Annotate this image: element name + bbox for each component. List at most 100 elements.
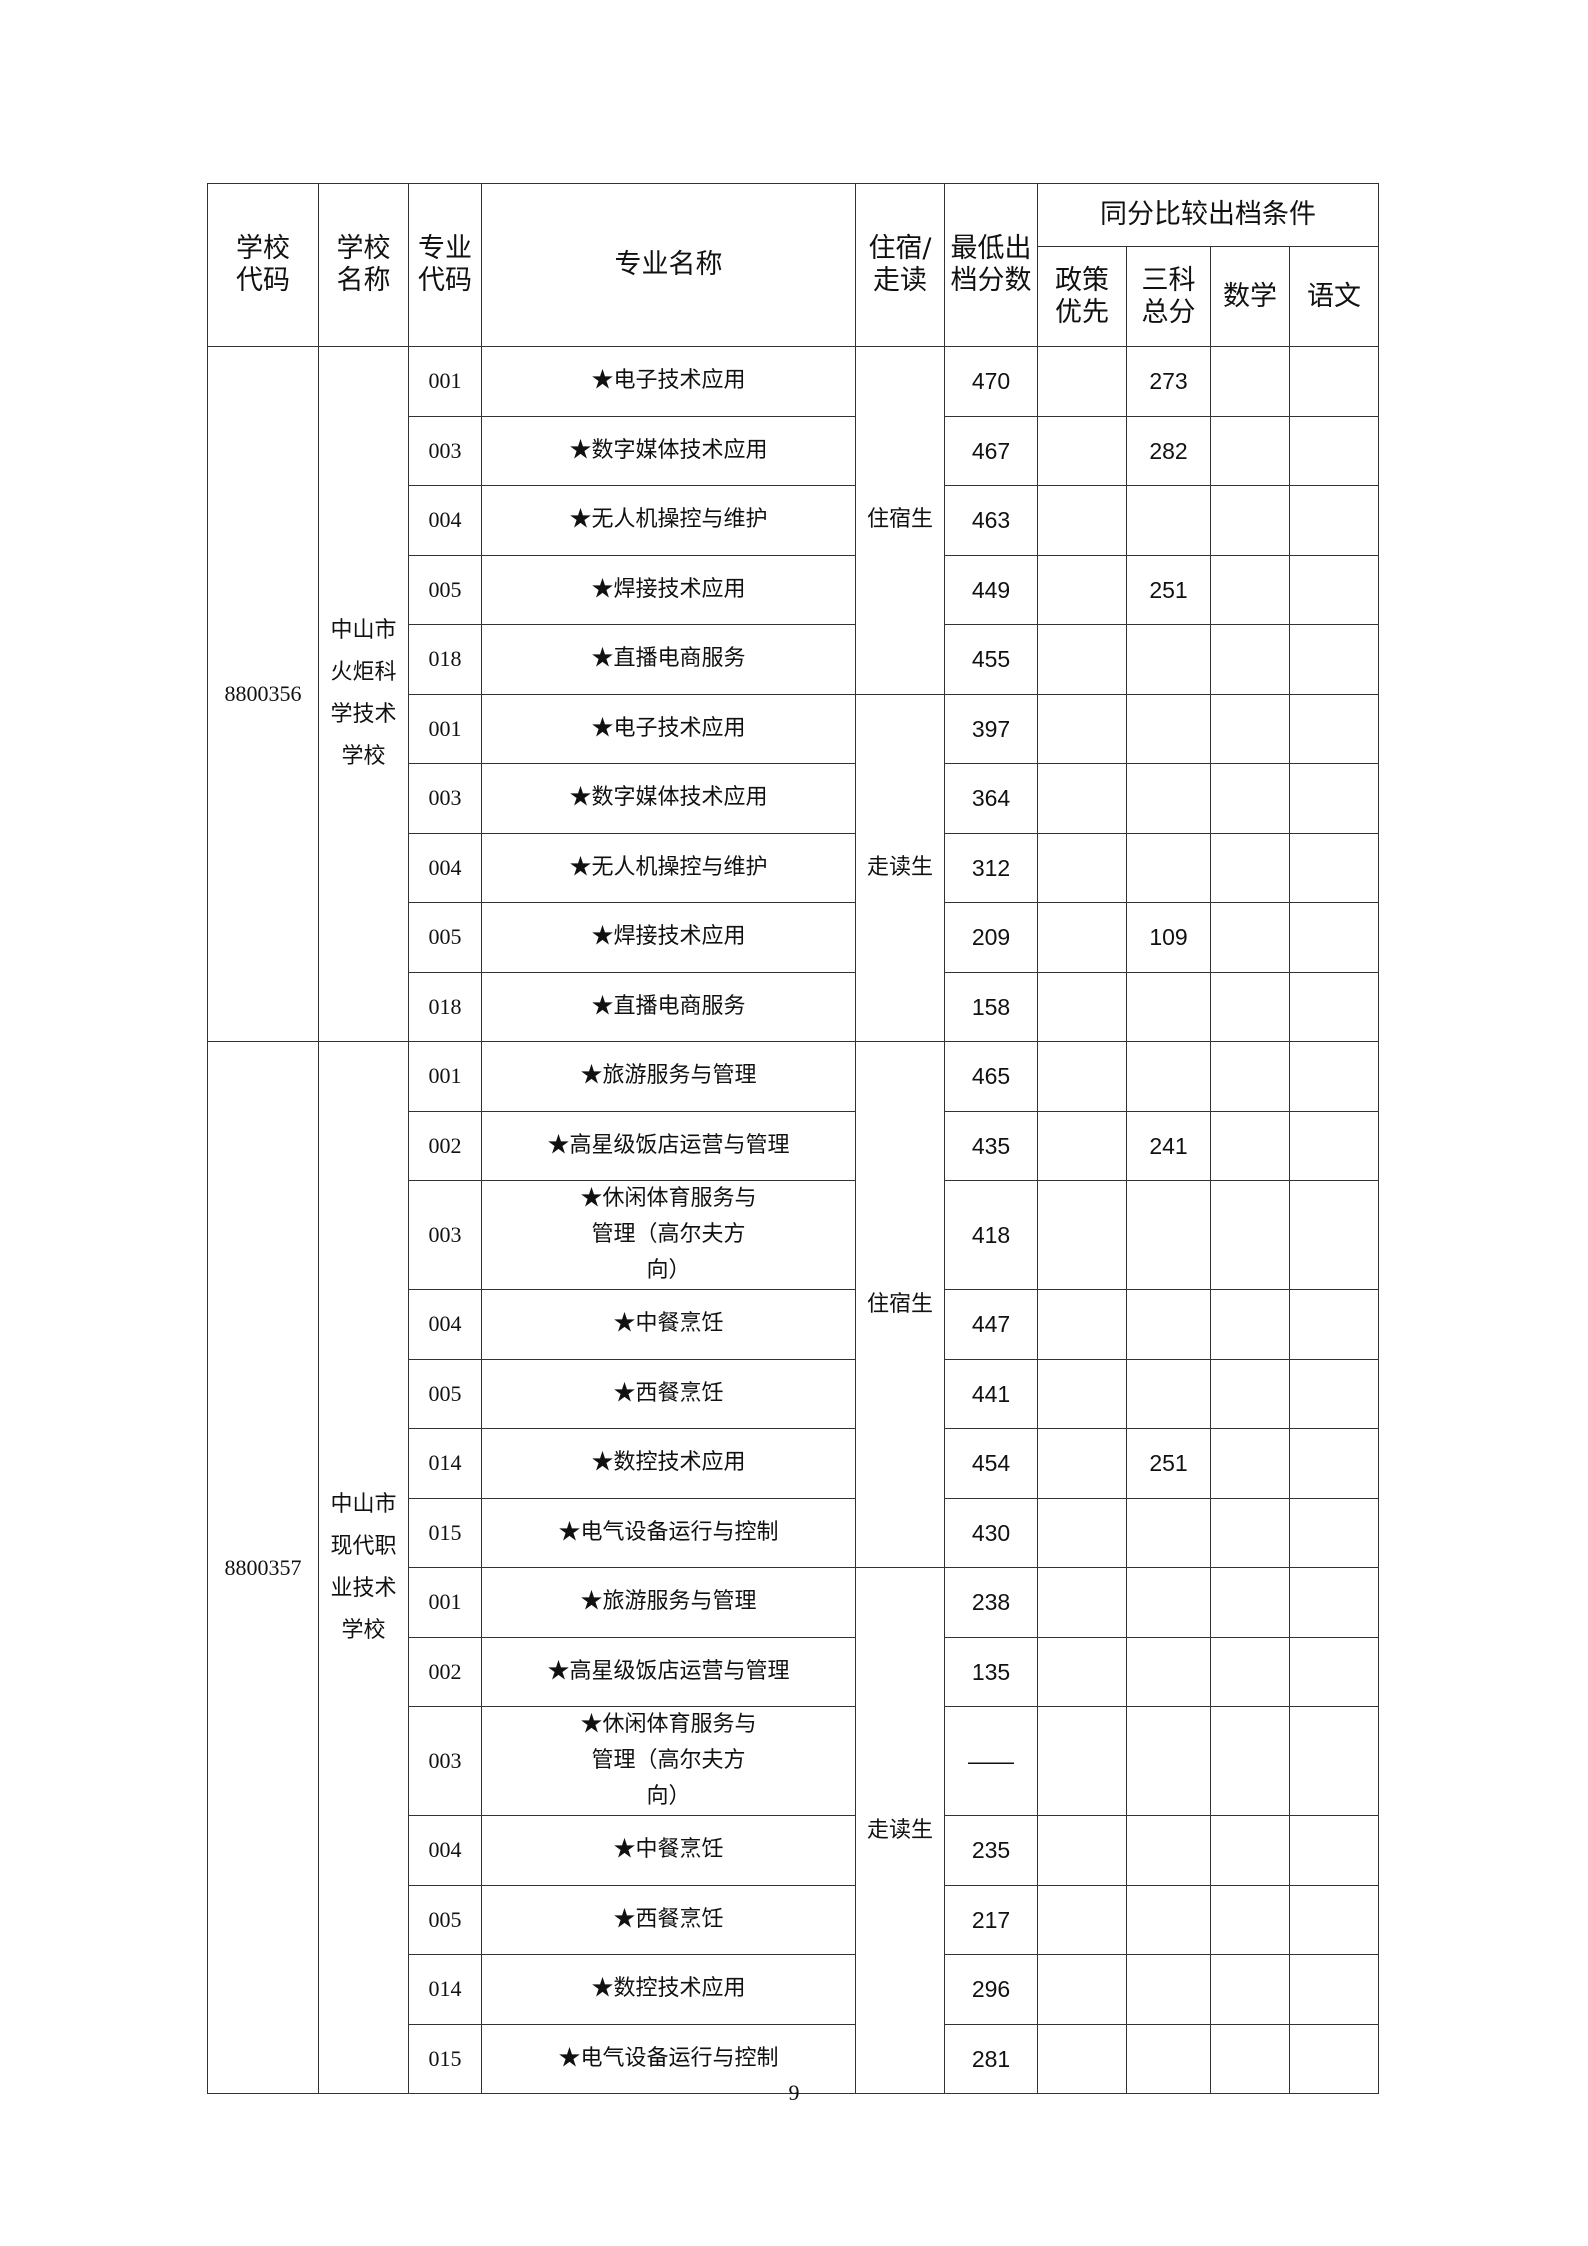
three-total-cell: [1126, 763, 1211, 834]
table-row: 003 ★休闲体育服务与管理（高尔夫方向） 418: [208, 1180, 1379, 1290]
school-name: 中山市现代职业技术学校: [330, 1491, 397, 1643]
min-score-cell: 238: [944, 1567, 1038, 1638]
major-code-cell: 001: [408, 693, 482, 764]
major-name-cell: ★休闲体育服务与管理（高尔夫方向）: [481, 1180, 856, 1290]
major-name: ★西餐烹饪: [613, 1906, 724, 1932]
table-row: 002 ★高星级饭店运营与管理 435 241: [208, 1110, 1379, 1181]
policy-cell: [1037, 1497, 1127, 1568]
major-name: ★直播电商服务: [591, 993, 746, 1019]
policy-cell: [1037, 1041, 1127, 1112]
min-score-cell: 281: [944, 2023, 1038, 2094]
chinese-cell: [1289, 1358, 1379, 1429]
major-name-cell: ★中餐烹饪: [481, 1815, 856, 1886]
major-name: ★中餐烹饪: [613, 1837, 724, 1863]
three-total-cell: [1126, 1636, 1211, 1707]
major-name: ★电子技术应用: [591, 368, 746, 394]
math-cell: [1210, 902, 1290, 973]
major-name-cell: ★休闲体育服务与管理（高尔夫方向）: [481, 1706, 856, 1816]
min-score-cell: 430: [944, 1497, 1038, 1568]
table-row: 001 ★旅游服务与管理 走读生 238: [208, 1567, 1379, 2094]
major-code-cell: 004: [408, 1815, 482, 1886]
table-row: 003 ★休闲体育服务与管理（高尔夫方向） ——: [208, 1706, 1379, 1816]
math-cell: [1210, 1884, 1290, 1955]
chinese-cell: [1289, 624, 1379, 695]
chinese-cell: [1289, 2023, 1379, 2094]
major-name: ★中餐烹饪: [613, 1311, 724, 1337]
major-code-cell: 003: [408, 763, 482, 834]
three-total-cell: [1126, 624, 1211, 695]
chinese-cell: [1289, 1110, 1379, 1181]
header-school-code: 学校代码: [207, 183, 319, 347]
policy-cell: [1037, 693, 1127, 764]
major-name: ★休闲体育服务与管理（高尔夫方向）: [580, 1712, 757, 1809]
min-score-cell: 441: [944, 1358, 1038, 1429]
three-total-cell: [1126, 1884, 1211, 1955]
major-name: ★焊接技术应用: [591, 924, 746, 950]
three-total-cell: [1126, 1180, 1211, 1290]
min-score-cell: 296: [944, 1954, 1038, 2025]
min-score-cell: 312: [944, 832, 1038, 903]
three-total-cell: 241: [1126, 1110, 1211, 1181]
min-score-cell: 447: [944, 1289, 1038, 1360]
three-total-cell: [1126, 1954, 1211, 2025]
major-name: ★数控技术应用: [591, 1450, 746, 1476]
major-code-cell: 003: [408, 1180, 482, 1290]
header-boarding: 住宿/走读: [855, 183, 945, 347]
policy-cell: [1037, 1289, 1127, 1360]
policy-cell: [1037, 1884, 1127, 1955]
major-name: ★高星级饭店运营与管理: [547, 1132, 790, 1158]
major-name-cell: ★直播电商服务: [481, 971, 856, 1042]
major-name-cell: ★无人机操控与维护: [481, 485, 856, 556]
table-row: 8800357 中山市现代职业技术学校 001 ★旅游服务与管理 住宿生 465: [207, 1041, 1379, 2094]
min-score-cell: 465: [944, 1041, 1038, 1112]
policy-cell: [1037, 1358, 1127, 1429]
min-score-cell: 454: [944, 1428, 1038, 1499]
major-code-cell: 004: [408, 485, 482, 556]
major-name: ★无人机操控与维护: [569, 854, 768, 880]
policy-cell: [1037, 1815, 1127, 1886]
three-total-cell: [1126, 2023, 1211, 2094]
policy-cell: [1037, 1180, 1127, 1290]
min-score-cell: 364: [944, 763, 1038, 834]
math-cell: [1210, 1180, 1290, 1290]
major-name: ★电气设备运行与控制: [558, 1519, 779, 1545]
min-score-cell: 135: [944, 1636, 1038, 1707]
three-total-cell: [1126, 971, 1211, 1042]
policy-cell: [1037, 763, 1127, 834]
three-total-cell: [1126, 1289, 1211, 1360]
major-code-cell: 015: [408, 2023, 482, 2094]
major-name-cell: ★电子技术应用: [481, 693, 856, 764]
school-name-cell: 中山市现代职业技术学校: [318, 1041, 409, 2094]
major-name: ★数字媒体技术应用: [569, 785, 768, 811]
major-code-cell: 003: [408, 415, 482, 486]
major-code-cell: 015: [408, 1497, 482, 1568]
three-total-cell: [1126, 1497, 1211, 1568]
header-major-name: 专业名称: [481, 183, 856, 347]
table-row: 8800356 中山市火炬科学技术学校 001 ★电子技术应用 住宿生 470 273: [207, 346, 1379, 1042]
math-cell: [1210, 554, 1290, 625]
math-cell: [1210, 1041, 1290, 1112]
math-cell: [1210, 1815, 1290, 1886]
three-total-cell: [1126, 1815, 1211, 1886]
three-total-cell: [1126, 693, 1211, 764]
major-code-cell: 018: [408, 971, 482, 1042]
school-name-cell: 中山市火炬科学技术学校: [318, 346, 409, 1042]
major-name-cell: ★旅游服务与管理: [481, 1567, 856, 1638]
chinese-cell: [1289, 554, 1379, 625]
major-name: ★数控技术应用: [591, 1976, 746, 2002]
major-name: ★西餐烹饪: [613, 1380, 724, 1406]
policy-cell: [1037, 415, 1127, 486]
header-major-code: 专业代码: [408, 183, 482, 347]
table-row: 005 ★西餐烹饪 441: [208, 1358, 1379, 1429]
header-chinese: 语文: [1289, 246, 1379, 347]
table-row: 005 ★焊接技术应用 209 109: [208, 902, 1379, 973]
min-score-cell: ——: [944, 1706, 1038, 1816]
math-cell: [1210, 624, 1290, 695]
major-name-cell: ★数控技术应用: [481, 1428, 856, 1499]
header-min-score: 最低出档分数: [944, 183, 1038, 347]
boarding-type-cell: 走读生: [855, 693, 945, 1042]
major-name-cell: ★西餐烹饪: [481, 1884, 856, 1955]
policy-cell: [1037, 554, 1127, 625]
major-code-cell: 005: [408, 902, 482, 973]
table-row: 004 ★中餐烹饪 235: [208, 1815, 1379, 1886]
